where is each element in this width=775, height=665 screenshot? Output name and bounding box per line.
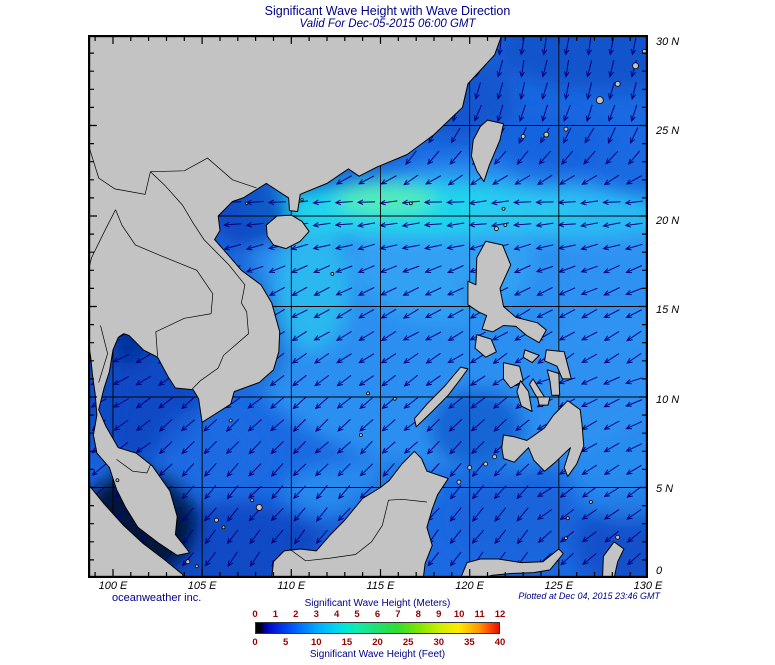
landmass-masbate [522, 349, 540, 364]
wave-map [87, 34, 649, 579]
lon-label: 105 E [187, 580, 217, 592]
legend-meters-label: Significant Wave Height (Meters) [304, 598, 451, 609]
landmass-borneo [271, 450, 449, 578]
lon-label: 110 E [277, 580, 306, 592]
country-border [289, 498, 427, 562]
wave-height-colorbar [255, 622, 500, 634]
landmass-leyte [546, 369, 561, 396]
colorbar-tick: 11 [474, 609, 485, 620]
landmass-samar [544, 349, 572, 380]
colorbar-tick: 0 [252, 637, 258, 648]
country-border [116, 459, 151, 474]
frame-degree-ticks [89, 36, 647, 577]
lat-label: 5 N [656, 483, 674, 495]
lat-label: 10 N [656, 394, 680, 406]
landmass-palawan [413, 366, 469, 428]
lat-label: 15 N [656, 304, 680, 316]
colorbar-tick: 20 [372, 637, 383, 648]
colorbar-tick: 12 [494, 609, 506, 620]
lon-label: 130 E [633, 580, 663, 592]
lon-label: 100 E [98, 580, 128, 592]
landmass-halmahera [602, 541, 625, 578]
valid-time-subtitle: Valid For Dec-05-2015 06:00 GMT [299, 18, 476, 30]
legend-feet-label: Significant Wave Height (Feet) [309, 649, 446, 660]
lat-label: 20 N [656, 214, 680, 227]
oceanweather-credit: oceanweather inc. [112, 592, 202, 604]
colorbar-tick: 10 [453, 609, 465, 620]
colorbar-tick: 9 [436, 609, 442, 620]
page-title: Significant Wave Height with Wave Direct… [264, 4, 511, 18]
lat-label: 0 [656, 565, 663, 577]
lat-label: 25 N [656, 125, 680, 137]
colorbar-tick: 5 [282, 637, 289, 648]
colorbar-tick: 15 [341, 637, 353, 648]
lat-label: 30 N [656, 35, 680, 48]
colorbar-tick: 1 [272, 609, 279, 620]
landmass-taiwan [470, 119, 504, 183]
colorbar-tick: 0 [252, 609, 258, 620]
colorbar-tick: 6 [374, 609, 381, 620]
landmass-mindoro [474, 334, 497, 358]
country-border [115, 209, 214, 314]
country-border [155, 313, 212, 357]
lon-label: 125 E [544, 580, 574, 592]
country-border [88, 143, 257, 195]
colorbar-tick: 8 [415, 609, 421, 620]
colorbar-tick: 5 [354, 609, 360, 620]
plotted-timestamp: Plotted at Dec 04, 2015 23:46 GMT [518, 591, 660, 601]
map-canvas-container [87, 34, 649, 579]
colorbar-tick: 10 [310, 637, 322, 648]
landmass-panay [503, 362, 524, 389]
colorbar-tick: 3 [313, 609, 319, 620]
country-border [150, 171, 249, 390]
landmass-hainan [265, 214, 310, 250]
lon-label: 115 E [366, 580, 395, 592]
colorbar-tick: 25 [402, 637, 414, 648]
colorbar-tick: 2 [293, 609, 299, 620]
landmass-bohol [536, 396, 551, 406]
landmass-luzon [467, 240, 547, 344]
colorbar-tick: 30 [433, 637, 445, 648]
landmass-mindanao [501, 400, 585, 478]
colorbar-tick: 40 [494, 637, 506, 648]
landmass-sumatra [88, 483, 185, 578]
country-border [98, 325, 108, 383]
colorbar-tick: 4 [334, 609, 340, 620]
landmass-negros [516, 380, 533, 412]
colorbar-tick: 7 [395, 609, 401, 620]
landmass-sulawesi [460, 548, 564, 578]
landmass-mainland [88, 35, 503, 556]
colorbar-tick: 35 [464, 637, 475, 648]
lon-label: 120 E [455, 580, 485, 592]
